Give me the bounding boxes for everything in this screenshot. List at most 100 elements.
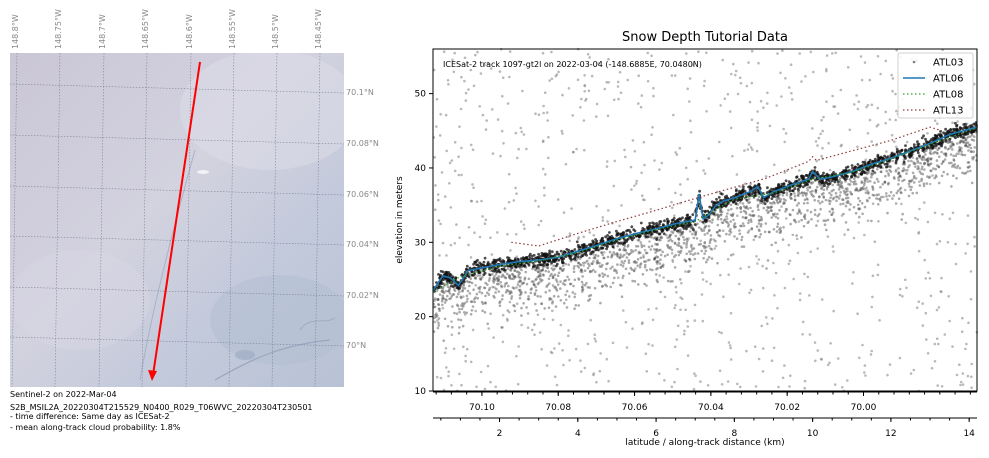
atl03-point — [729, 220, 732, 223]
atl03-point — [670, 200, 673, 204]
atl03-point — [557, 70, 560, 74]
latitude-tick-label: 70.00 — [851, 403, 877, 413]
atl03-point — [866, 103, 870, 107]
atl03-point — [564, 293, 567, 297]
atl03-point — [767, 190, 771, 194]
atl03-point — [605, 165, 609, 168]
atl03-point — [747, 229, 751, 232]
atl03-point — [922, 182, 926, 185]
atl03-point — [790, 98, 794, 101]
atl03-point — [764, 175, 768, 178]
atl03-point — [757, 258, 761, 261]
atl03-point — [920, 179, 923, 182]
atl03-point — [453, 242, 457, 245]
atl03-point — [690, 245, 693, 249]
atl03-point — [439, 273, 442, 277]
atl03-point — [474, 296, 477, 299]
atl03-point — [463, 287, 467, 290]
atl03-point — [611, 265, 614, 269]
atl03-point — [933, 119, 937, 122]
atl03-point — [790, 189, 794, 193]
atl03-point — [581, 283, 585, 286]
atl03-point — [694, 374, 697, 378]
atl03-point — [940, 150, 943, 154]
atl03-point — [951, 121, 954, 124]
atl03-point — [709, 234, 713, 237]
atl03-point — [438, 254, 441, 257]
atl03-point — [567, 329, 570, 332]
atl03-point — [627, 261, 631, 265]
atl03-point — [540, 348, 543, 351]
atl03-point — [600, 246, 604, 250]
atl03-point — [653, 159, 656, 162]
atl03-point — [923, 162, 926, 165]
atl03-point — [674, 253, 677, 257]
atl03-point — [819, 183, 822, 187]
atl03-point — [871, 186, 875, 189]
atl03-point — [617, 276, 620, 280]
atl03-point — [467, 88, 470, 91]
atl03-point — [958, 141, 962, 145]
atl03-point — [537, 223, 540, 227]
atl03-point — [612, 184, 616, 188]
atl03-point — [682, 227, 686, 230]
atl03-point — [780, 95, 783, 98]
atl03-point — [756, 121, 760, 125]
atl03-point — [729, 311, 733, 315]
atl03-point — [753, 345, 757, 349]
atl03-point — [933, 360, 937, 363]
atl03-point — [916, 143, 920, 146]
atl03-point — [864, 374, 867, 377]
atl03-point — [727, 208, 730, 212]
atl03-point — [651, 344, 654, 347]
atl03-point — [833, 383, 837, 386]
atl03-point — [466, 297, 469, 301]
atl03-point — [793, 194, 797, 198]
atl03-point — [458, 125, 461, 128]
atl03-point — [607, 81, 610, 84]
atl03-point — [657, 372, 661, 376]
atl03-point — [500, 298, 504, 301]
atl03-point — [636, 264, 639, 268]
icesat-track-arrow — [148, 61, 201, 381]
atl03-point — [583, 283, 587, 287]
atl03-point — [905, 286, 908, 290]
atl03-point — [813, 198, 816, 202]
atl03-point — [487, 279, 491, 282]
atl03-point — [715, 197, 718, 201]
atl03-point — [831, 172, 834, 176]
atl03-point — [584, 261, 587, 264]
atl03-point — [516, 156, 519, 160]
atl03-point — [464, 99, 468, 102]
atl03-point — [754, 385, 758, 388]
atl03-point — [810, 192, 813, 196]
atl03-point — [669, 280, 672, 283]
atl03-point — [533, 292, 537, 295]
atl03-point — [471, 328, 475, 332]
plot-frame — [432, 48, 978, 392]
atl03-point — [955, 166, 959, 169]
atl03-point — [827, 174, 830, 178]
atl03-point — [800, 236, 803, 239]
atl03-point — [735, 173, 739, 176]
atl03-point — [516, 283, 520, 286]
atl03-point — [630, 225, 634, 229]
atl03-point — [808, 186, 812, 189]
atl03-point — [552, 264, 555, 268]
atl03-point — [734, 69, 738, 73]
atl03-point — [610, 254, 614, 258]
atl03-point — [626, 237, 630, 241]
atl03-point — [639, 221, 643, 225]
atl03-point — [857, 221, 860, 224]
atl03-point — [756, 129, 759, 132]
atl03-point — [879, 156, 882, 160]
atl03-point — [515, 302, 519, 306]
atl03-point — [767, 230, 771, 234]
atl03-point — [808, 294, 811, 297]
atl03-point — [458, 372, 461, 376]
atl03-point — [595, 204, 598, 208]
atl03-point — [948, 161, 951, 165]
atl03-point — [705, 280, 708, 283]
latitude-label: 70.06°N — [346, 190, 379, 199]
atl03-point — [484, 218, 488, 222]
